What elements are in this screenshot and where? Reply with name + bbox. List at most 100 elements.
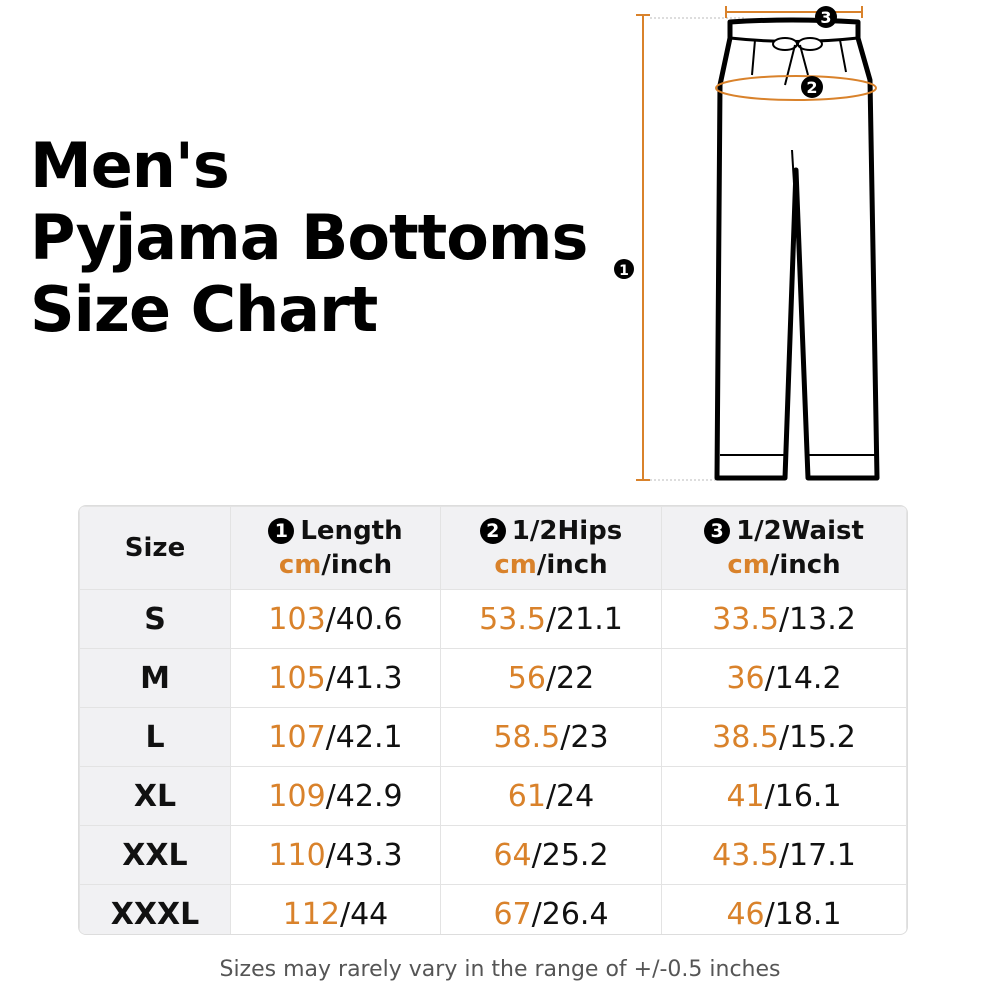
table-row: M 105/41.3 56/22 36/14.2: [79, 648, 907, 708]
hips-cell: 61/24: [440, 766, 662, 826]
length-cell: 105/41.3: [230, 648, 441, 708]
svg-text:1: 1: [619, 263, 629, 279]
title-line-3: Size Chart: [30, 273, 378, 346]
waist-cm: 46: [726, 896, 765, 932]
length-cm: 112: [282, 896, 340, 932]
waist-inch: /13.2: [778, 601, 856, 637]
unit-inch: /inch: [321, 550, 393, 580]
title-line-1: Men's: [30, 129, 230, 202]
length-cm: 105: [268, 660, 326, 696]
size-cell: S: [79, 589, 231, 649]
waist-inch: /16.1: [764, 778, 842, 814]
length-inch: /40.6: [325, 601, 403, 637]
pants-outline: [714, 17, 880, 481]
length-cm: 110: [268, 837, 326, 873]
length-inch: /42.1: [325, 719, 403, 755]
length-cell: 103/40.6: [230, 589, 441, 649]
waist-inch: /17.1: [778, 837, 856, 873]
hips-inch: /21.1: [545, 601, 623, 637]
length-cm: 109: [268, 778, 326, 814]
waist-cm: 41: [726, 778, 765, 814]
length-measure-line: [636, 14, 650, 481]
unit-cm: cm: [494, 550, 537, 580]
hips-cm: 53.5: [479, 601, 546, 637]
svg-text:3: 3: [820, 8, 831, 27]
length-cell: 112/44: [230, 884, 441, 934]
size-note: Sizes may rarely vary in the range of +/…: [219, 957, 781, 982]
waist-cell: 41/16.1: [661, 766, 907, 826]
header-length-label: Length: [300, 516, 403, 546]
waist-cm: 43.5: [712, 837, 779, 873]
length-cell: 107/42.1: [230, 707, 441, 767]
pants-diagram: 3 2 1: [614, 6, 880, 481]
length-cm: 107: [268, 719, 326, 755]
hips-cell: 56/22: [440, 648, 662, 708]
header-waist-label: 1/2Waist: [736, 516, 864, 546]
marker-3-icon: 3: [704, 518, 731, 544]
hips-inch: /25.2: [531, 837, 609, 873]
length-inch: /43.3: [325, 837, 403, 873]
waist-cell: 36/14.2: [661, 648, 907, 708]
hips-inch: /26.4: [531, 896, 609, 932]
hips-measure-line: [715, 75, 877, 101]
table-row: XXL 110/43.3 64/25.2 43.5/17.1: [79, 825, 907, 885]
hips-inch: /24: [545, 778, 595, 814]
unit-inch: /inch: [769, 550, 841, 580]
waist-inch: /14.2: [764, 660, 842, 696]
hips-cm: 58.5: [493, 719, 561, 755]
waist-cell: 46/18.1: [661, 884, 907, 934]
hips-cell: 67/26.4: [440, 884, 662, 934]
size-cell: XXXL: [79, 884, 231, 934]
hips-inch: /22: [545, 660, 595, 696]
table-row: XL 109/42.9 61/24 41/16.1: [79, 766, 907, 826]
length-cell: 109/42.9: [230, 766, 441, 826]
page-title: Men's Pyjama Bottoms Size Chart: [30, 129, 588, 346]
length-cm: 103: [268, 601, 326, 637]
length-inch: /41.3: [325, 660, 403, 696]
hips-cm: 64: [493, 837, 532, 873]
size-cell: L: [79, 707, 231, 767]
size-cell: XL: [79, 766, 231, 826]
length-inch: /42.9: [325, 778, 403, 814]
waist-cm: 38.5: [712, 719, 779, 755]
marker-1-icon: 1: [268, 518, 295, 544]
length-inch: /44: [339, 896, 389, 932]
svg-text:2: 2: [806, 78, 817, 97]
waist-inch: /15.2: [778, 719, 856, 755]
title-line-2: Pyjama Bottoms: [30, 201, 588, 274]
hips-cell: 58.5/23: [440, 707, 662, 767]
size-cell: XXL: [79, 825, 231, 885]
header-hips: 2 1/2Hips cm/inch: [440, 506, 662, 590]
hips-cell: 53.5/21.1: [440, 589, 662, 649]
length-cell: 110/43.3: [230, 825, 441, 885]
marker-2-icon: 2: [479, 518, 506, 544]
waist-inch: /18.1: [764, 896, 842, 932]
unit-cm: cm: [727, 550, 770, 580]
hips-cm: 67: [493, 896, 532, 932]
waist-measure-line: [725, 6, 863, 18]
table-row: XXXL 112/44 67/26.4 46/18.1: [79, 884, 907, 934]
size-cell: M: [79, 648, 231, 708]
table-row: S 103/40.6 53.5/21.1 33.5/13.2: [79, 589, 907, 649]
hips-cell: 64/25.2: [440, 825, 662, 885]
unit-cm: cm: [278, 550, 322, 580]
drawstring: [772, 37, 823, 86]
header-size: Size: [79, 506, 231, 590]
waist-cell: 33.5/13.2: [661, 589, 907, 649]
table-row: L 107/42.1 58.5/23 38.5/15.2: [79, 707, 907, 767]
header-hips-label: 1/2Hips: [511, 516, 623, 546]
header-waist: 3 1/2Waist cm/inch: [661, 506, 907, 590]
marker-2-icon: 2: [801, 76, 823, 98]
hips-cm: 56: [507, 660, 546, 696]
header-length: 1 Length cm/inch: [230, 506, 441, 590]
marker-1-icon: 1: [614, 259, 634, 279]
unit-inch: /inch: [536, 550, 608, 580]
waist-cell: 43.5/17.1: [661, 825, 907, 885]
marker-3-icon: 3: [815, 6, 837, 28]
waist-cm: 33.5: [712, 601, 779, 637]
waist-cell: 38.5/15.2: [661, 707, 907, 767]
hips-inch: /23: [560, 719, 609, 755]
waist-cm: 36: [726, 660, 765, 696]
